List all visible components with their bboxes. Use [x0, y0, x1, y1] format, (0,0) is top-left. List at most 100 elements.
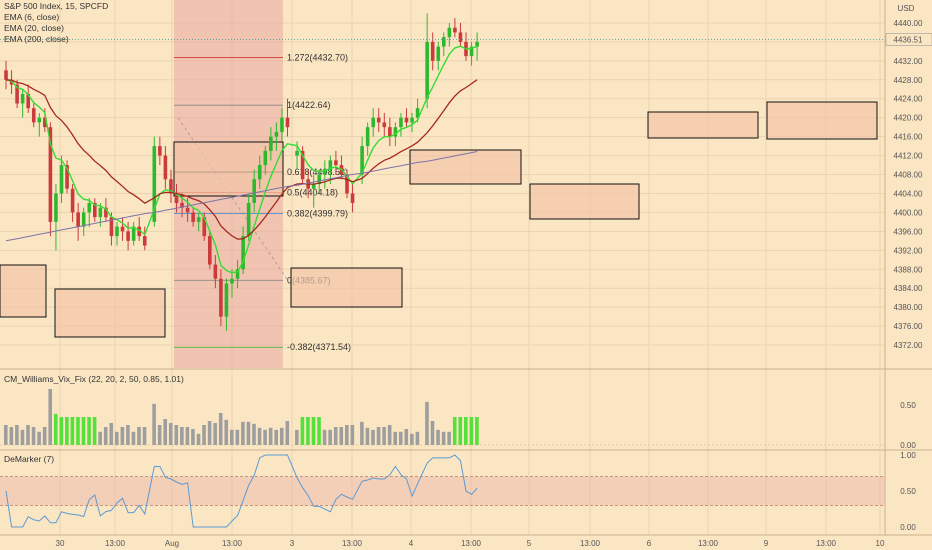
candle-up: [399, 117, 403, 128]
candle-down: [76, 212, 80, 227]
price-tick-label: 4432.00: [894, 57, 923, 66]
candle-down: [334, 160, 338, 166]
fib-level-label: 0.382(4399.79): [287, 208, 348, 218]
vix-bar: [142, 427, 147, 445]
vix-bar: [268, 427, 273, 445]
candle-up: [152, 146, 157, 222]
vix-bar: [152, 403, 156, 445]
candle-down: [208, 236, 212, 265]
candle-down: [404, 117, 409, 123]
price-tick-label: 4416.00: [894, 133, 923, 142]
candle-up: [410, 117, 414, 123]
vix-bar: [441, 431, 446, 445]
vix-bar: [157, 425, 162, 445]
vix-bar: [447, 431, 451, 445]
fib-level-label: 1.272(4432.70): [287, 53, 348, 63]
candle-up: [263, 150, 268, 166]
candle-down: [26, 94, 30, 109]
price-tick-label: 4376.00: [894, 322, 923, 331]
candle-up: [252, 179, 256, 203]
zone-box: [290, 267, 403, 308]
candle-up: [415, 108, 420, 118]
candle-up: [328, 160, 333, 170]
vix-tick-label: 0.00: [900, 441, 916, 450]
candle-up: [269, 136, 273, 151]
price-tick-label: 4384.00: [894, 284, 923, 293]
time-tick-label: 9: [764, 539, 769, 548]
zone-box: [409, 149, 522, 185]
vix-bar: [213, 423, 217, 445]
vix-bar: [180, 427, 184, 445]
vix-bar: [430, 421, 435, 445]
price-tick-label: 4388.00: [894, 265, 923, 274]
vix-bar: [382, 427, 386, 445]
candle-up: [230, 278, 234, 284]
candle-down: [169, 179, 173, 194]
vix-bar: [196, 433, 201, 445]
vix-bar: [37, 431, 41, 445]
candle-down: [163, 155, 168, 180]
vix-bar: [387, 425, 392, 445]
vix-bar: [115, 431, 119, 445]
candle-up: [81, 212, 86, 227]
vix-bar-signal: [452, 417, 457, 445]
vix-bar: [252, 423, 256, 445]
candle-down: [300, 150, 305, 180]
vix-bar: [20, 429, 25, 445]
candle-up: [37, 117, 42, 123]
candle-up: [436, 46, 441, 61]
vix-bar: [365, 427, 370, 445]
candle-down: [137, 226, 141, 237]
time-tick-label: 13:00: [580, 539, 601, 548]
candle-up: [393, 127, 398, 137]
time-tick-label: 13:00: [342, 539, 363, 548]
zone-box: [647, 111, 759, 139]
price-tick-label: 4404.00: [894, 189, 923, 198]
zone-box: [529, 183, 640, 220]
candle-down: [213, 264, 218, 279]
vix-bar-signal: [53, 413, 58, 445]
last-price-box: [885, 33, 932, 46]
vix-bar-signal: [464, 417, 468, 445]
fib-level-label: -0.382(4371.54): [287, 342, 351, 352]
vix-bar: [404, 429, 409, 445]
time-tick-label: 13:00: [816, 539, 837, 548]
last-price-label: 4436.51: [894, 35, 923, 44]
vix-bar: [131, 431, 136, 445]
vix-bar: [9, 427, 14, 445]
vix-bar: [103, 427, 108, 445]
price-tick-label: 4408.00: [894, 171, 923, 180]
price-tick-label: 4420.00: [894, 114, 923, 123]
candle-down: [104, 207, 108, 218]
candle-down: [48, 127, 53, 222]
vix-bar-signal: [306, 417, 310, 445]
vix-bar: [241, 421, 245, 445]
vix-bar: [31, 427, 36, 445]
vix-bar: [230, 429, 234, 445]
candle-down: [65, 165, 69, 189]
price-tick-label: 4424.00: [894, 95, 923, 104]
vix-bar: [48, 389, 52, 445]
time-tick-label: 5: [527, 539, 532, 548]
price-tick-label: 4392.00: [894, 246, 923, 255]
time-tick-label: 13:00: [105, 539, 126, 548]
time-tick-label: 13:00: [461, 539, 482, 548]
vix-bar: [263, 429, 267, 445]
candle-down: [109, 217, 114, 237]
vix-bar-signal: [300, 417, 305, 445]
time-tick-label: Aug: [165, 539, 179, 548]
vix-bar: [436, 429, 440, 445]
vix-bar: [207, 421, 212, 445]
vix-bar: [163, 419, 167, 445]
vix-bar: [42, 427, 47, 445]
ema6-line: [5, 45, 478, 274]
currency-label: USD: [898, 4, 915, 13]
vix-bar-signal: [311, 417, 316, 445]
time-tick-label: 13:00: [698, 539, 719, 548]
vix-bar-signal: [92, 417, 97, 445]
vix-bar: [415, 431, 420, 445]
vix-bar: [350, 425, 355, 445]
vix-bar-signal: [81, 417, 86, 445]
